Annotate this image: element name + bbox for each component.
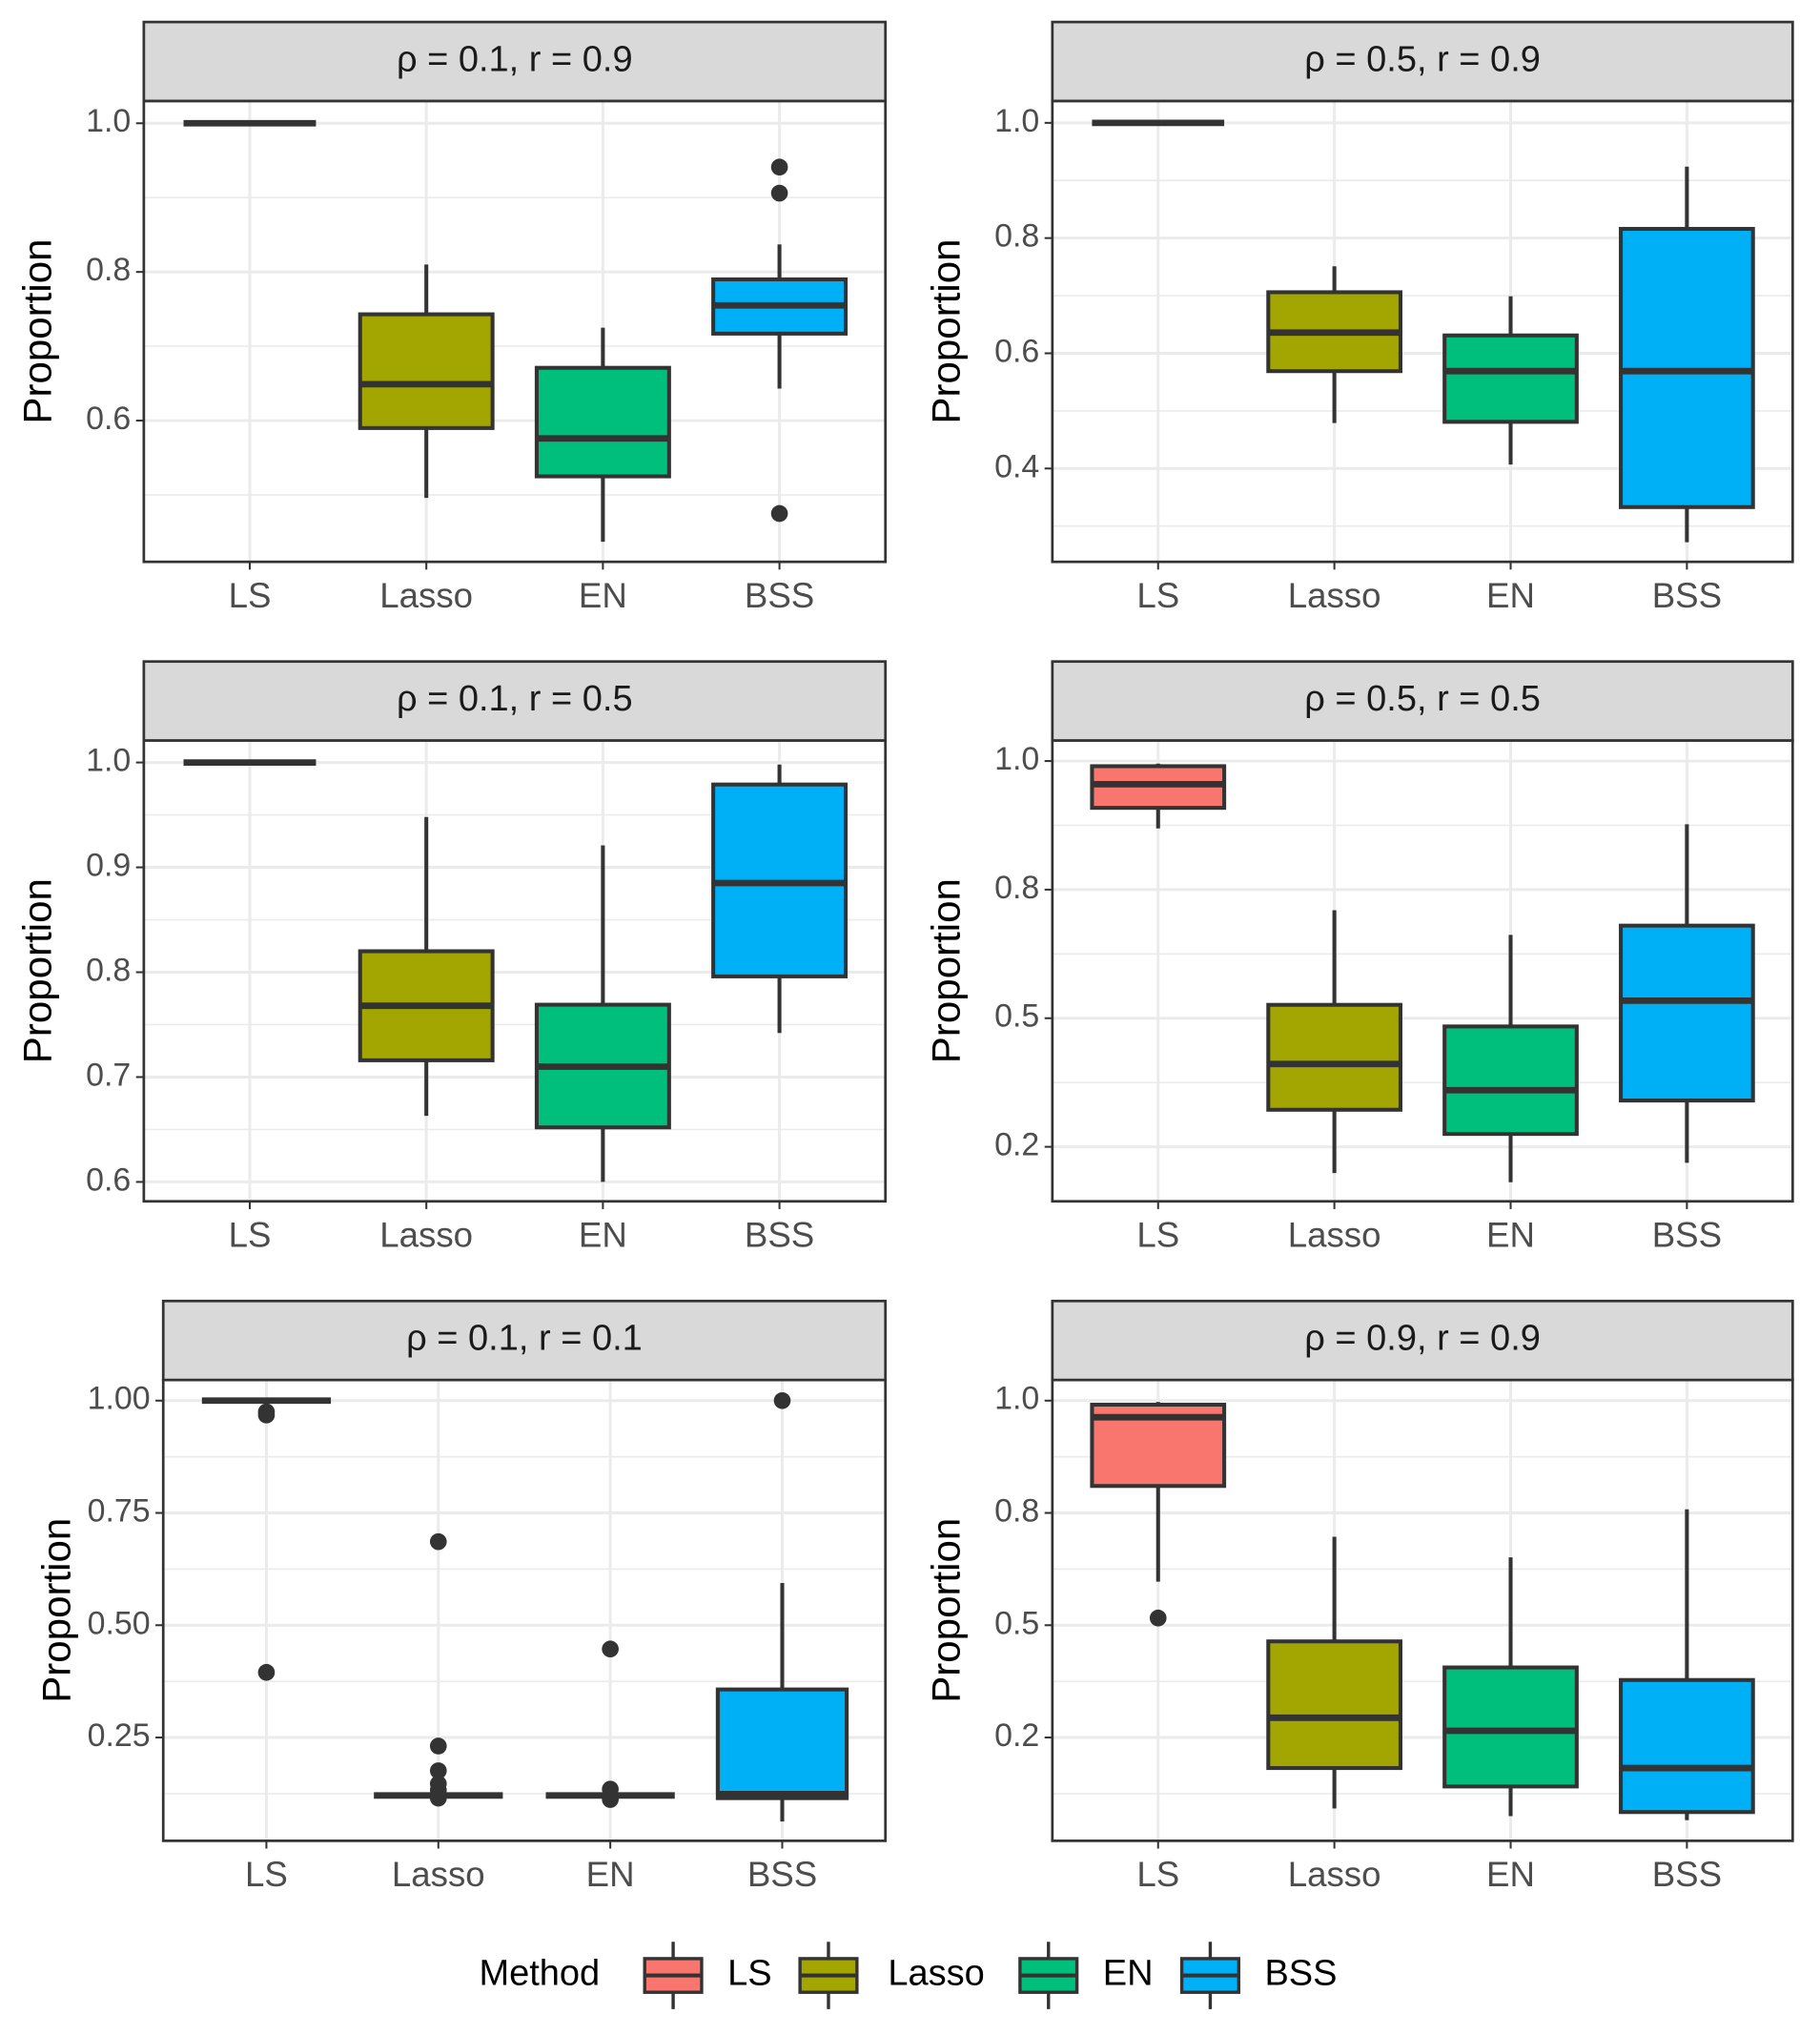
outlier [602,1791,619,1808]
box [1266,1639,1402,1771]
x-tick-label: LS [1136,1215,1179,1254]
y-axis-label: Proportion [14,878,59,1063]
y-tick-label: 0.5 [994,1605,1039,1641]
y-axis-label: Proportion [923,878,968,1063]
x-tick-label: BSS [1652,576,1722,615]
y-tick-label: 1.0 [86,103,131,139]
x-tick-label: BSS [745,576,814,615]
x-tick-label: LS [1136,576,1179,615]
strip-title: ρ = 0.5, r = 0.9 [1304,40,1541,80]
x-tick-label: BSS [1652,1855,1722,1894]
x-tick-label: Lasso [1288,1855,1381,1894]
y-tick-label: 0.9 [86,848,131,884]
outlier [773,1391,791,1409]
y-tick-label: 0.8 [994,218,1039,255]
y-axis-label: Proportion [923,1518,968,1703]
y-axis-label: Proportion [34,1518,79,1703]
outlier [429,1762,447,1779]
x-tick-label: EN [1486,576,1535,615]
outlier [770,184,788,202]
y-tick-label: 0.8 [994,870,1039,906]
x-tick-label: Lasso [1288,1215,1381,1254]
x-tick-label: LS [229,1215,272,1254]
x-tick-label: LS [245,1855,288,1894]
y-tick-label: 1.00 [88,1381,151,1417]
legend-label: BSS [1264,1954,1337,1994]
x-tick-label: EN [586,1855,635,1894]
strip-title: ρ = 0.1, r = 0.1 [406,1319,643,1359]
legend-label: EN [1103,1954,1154,1994]
outlier [257,1407,276,1424]
y-tick-label: 1.0 [994,741,1039,777]
x-tick-label: LS [1136,1855,1179,1894]
x-tick-label: BSS [747,1855,817,1894]
y-tick-label: 0.2 [994,1717,1039,1754]
y-tick-label: 0.25 [88,1717,151,1754]
outlier [602,1640,619,1658]
y-axis-label: Proportion [923,238,968,423]
outlier [429,1789,447,1807]
y-tick-label: 0.8 [86,952,131,988]
x-tick-label: Lasso [379,1215,473,1254]
strip [161,1299,888,1382]
box [715,1687,849,1800]
outlier [429,1532,447,1551]
strip [1051,660,1794,742]
y-tick-label: 0.5 [994,998,1039,1035]
box [1619,923,1755,1103]
y-tick-label: 0.6 [86,401,131,437]
box [1266,1002,1402,1112]
y-tick-label: 1.0 [994,1381,1039,1417]
strip [142,20,888,103]
strip [1051,1299,1794,1382]
legend-title: Method [479,1954,600,1994]
box [1442,1024,1579,1137]
box [358,312,495,430]
x-tick-label: LS [229,576,272,615]
x-tick-label: BSS [745,1215,814,1254]
x-tick-label: EN [1486,1855,1535,1894]
outlier [770,158,788,176]
y-tick-label: 0.4 [994,448,1039,484]
y-tick-label: 0.50 [88,1605,151,1641]
y-tick-label: 0.7 [86,1057,131,1093]
box [534,365,671,479]
y-tick-label: 0.8 [994,1492,1039,1529]
box [1442,1665,1579,1789]
legend-label: Lasso [888,1954,984,1994]
y-tick-label: 0.6 [86,1161,131,1198]
y-axis-label: Proportion [14,238,59,423]
y-tick-label: 0.75 [88,1492,151,1529]
strip-title: ρ = 0.9, r = 0.9 [1304,1319,1541,1359]
outlier [770,504,788,523]
outlier [257,1663,276,1681]
x-tick-label: Lasso [1288,576,1381,615]
y-tick-label: 1.0 [86,743,131,779]
outlier [429,1737,447,1755]
y-tick-label: 0.8 [86,252,131,288]
y-tick-label: 1.0 [994,103,1039,139]
x-tick-label: BSS [1652,1215,1722,1254]
strip [1051,20,1794,103]
outlier [1149,1609,1167,1627]
x-tick-label: Lasso [392,1855,485,1894]
strip-title: ρ = 0.1, r = 0.9 [397,40,633,80]
strip-title: ρ = 0.1, r = 0.5 [397,679,633,719]
box [1442,333,1579,424]
x-tick-label: EN [1486,1215,1535,1254]
legend-label: LS [727,1954,771,1994]
x-tick-label: EN [579,576,627,615]
box [1619,1677,1755,1815]
strip [142,660,888,742]
y-tick-label: 0.6 [994,333,1039,369]
x-tick-label: Lasso [379,576,473,615]
strip-title: ρ = 0.5, r = 0.5 [1304,679,1541,719]
x-tick-label: EN [579,1215,627,1254]
y-tick-label: 0.2 [994,1127,1039,1163]
